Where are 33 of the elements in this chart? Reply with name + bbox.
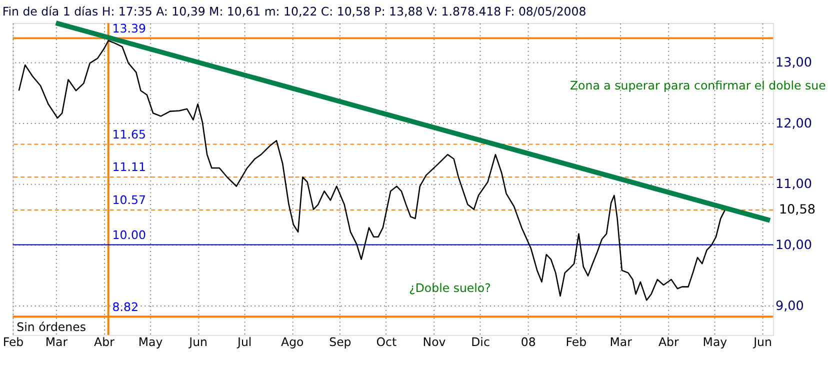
text: 10,58 (778, 202, 816, 218)
x-tick-label: Feb (2, 335, 24, 350)
x-tick-label: Oct (376, 335, 398, 350)
y-tick-label: 9,00 (776, 299, 804, 314)
y-tick-label: 12,00 (776, 116, 812, 132)
ref-line-label: 10.00 (112, 228, 146, 242)
x-tick-label: Jun (188, 335, 208, 350)
x-tick-label: Jul (236, 335, 252, 350)
x-tick-label: Dic (471, 335, 490, 350)
ref-line-label: 13.39 (112, 21, 146, 36)
y-tick-label: 11,00 (776, 177, 812, 192)
chart-title: Fin de día 1 días H: 17:35 A: 10,39 M: 10,61 m: 10,22 C: 10,58 P: 13,88 V: 1.878.418 F: 08/05/2008 (2, 4, 586, 19)
ref-line-label: 10.57 (112, 193, 146, 208)
x-tick-label: Abr (94, 335, 115, 350)
x-tick-label: Nov (422, 335, 446, 350)
x-tick-label: Ago (281, 335, 304, 350)
annotation: ¿Doble suelo? (409, 280, 491, 295)
x-tick-label: 08 (520, 335, 536, 350)
ref-line-label: 11.11 (112, 160, 146, 174)
annotation: Zona a superar para confirmar el doble sue (570, 78, 826, 93)
ref-line-label: 8.82 (112, 300, 138, 314)
x-tick-label: May (138, 335, 163, 350)
y-tick-label: 10,00 (776, 238, 812, 254)
x-tick-label: Feb (566, 335, 587, 350)
x-tick-label: Mar (45, 335, 68, 350)
x-tick-label: Jun (752, 335, 772, 350)
x-tick-label: May (702, 335, 728, 350)
annotation: Sin órdenes (16, 320, 86, 334)
x-tick-label: Abr (658, 335, 680, 350)
x-tick-label: Sep (329, 335, 352, 350)
y-tick-label: 13,00 (776, 55, 812, 70)
ref-line-label: 11.65 (112, 127, 146, 142)
x-tick-label: Mar (610, 335, 632, 350)
